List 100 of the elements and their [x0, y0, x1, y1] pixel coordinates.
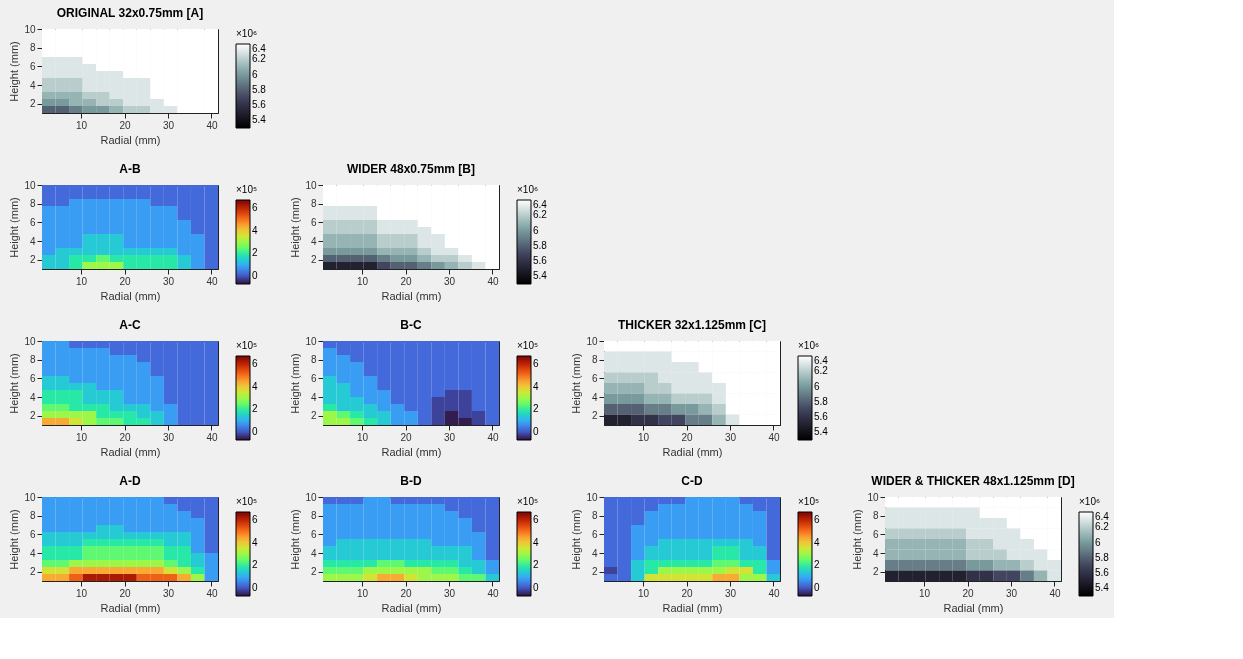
color-bar-label: 2	[252, 403, 258, 415]
x-tick-label: 20	[119, 431, 132, 443]
y-tick-label: 8	[310, 354, 317, 366]
color-bar-label: 2	[814, 559, 820, 571]
y-tick-label: 8	[591, 354, 598, 366]
y-tick-label: 6	[872, 528, 879, 540]
x-axis-title: Radial (mm)	[381, 445, 442, 458]
color-bar-label: 6	[533, 357, 539, 369]
color-bar-label: 6	[252, 201, 258, 213]
y-tick-label: 6	[29, 216, 36, 228]
y-tick-label: 2	[29, 98, 36, 110]
y-tick-label: 2	[872, 566, 879, 578]
y-tick-label: 8	[872, 510, 879, 522]
x-tick-label: 30	[443, 587, 456, 599]
x-tick-label: 30	[162, 431, 175, 443]
y-tick-label: 10	[305, 491, 317, 503]
color-bar-label: 5.6	[814, 411, 829, 423]
x-tick-label: 40	[1049, 587, 1061, 599]
y-tick-label: 2	[29, 566, 36, 578]
color-bar-label: 4	[533, 380, 539, 392]
y-tick-label: 8	[29, 42, 36, 54]
color-bar-title: ×10⁵	[236, 184, 258, 195]
chart-title: B-C	[400, 318, 422, 332]
y-tick-label: 10	[586, 335, 598, 347]
x-tick-label: 20	[119, 587, 132, 599]
color-bar-title: ×10⁵	[517, 496, 539, 507]
color-bar-title: ×10⁵	[517, 340, 539, 351]
color-bar-title: ×10⁵	[236, 496, 258, 507]
y-tick-label: 4	[29, 547, 36, 559]
x-tick-label: 10	[357, 587, 369, 599]
y-tick-label: 4	[591, 547, 598, 559]
color-bar-label: 6	[1095, 536, 1101, 548]
color-bar-title: ×10⁶	[1079, 496, 1101, 507]
chart-title: THICKER 32x1.125mm [C]	[617, 318, 767, 332]
x-tick-label: 20	[681, 431, 694, 443]
x-tick-label: 40	[206, 431, 218, 443]
color-bar-label: 6.2	[533, 209, 548, 221]
x-tick-label: 30	[1005, 587, 1018, 599]
y-tick-label: 8	[29, 510, 36, 522]
color-bar-label: 4	[252, 224, 258, 236]
y-tick-label: 8	[29, 354, 36, 366]
color-bar-label: 0	[252, 426, 258, 438]
color-bar-title: ×10⁵	[236, 340, 258, 351]
color-bar-label: 5.4	[533, 270, 548, 282]
y-tick-label: 4	[29, 235, 36, 247]
y-tick-label: 2	[29, 254, 36, 266]
y-tick-label: 2	[310, 566, 317, 578]
color-bar-label: 6.2	[1095, 521, 1110, 533]
x-axis-title: Radial (mm)	[943, 601, 1004, 614]
x-tick-label: 40	[487, 275, 499, 287]
x-tick-label: 10	[76, 587, 88, 599]
color-bar-label: 2	[252, 559, 258, 571]
color-bar-label: 6.2	[252, 53, 267, 65]
x-axis-title: Radial (mm)	[100, 601, 161, 614]
y-tick-label: 6	[29, 60, 36, 72]
color-bar-label: 6	[533, 513, 539, 525]
x-tick-label: 30	[162, 275, 175, 287]
x-tick-label: 10	[76, 119, 88, 131]
x-tick-label: 40	[206, 275, 218, 287]
y-tick-label: 8	[591, 510, 598, 522]
chart-title: A-D	[119, 474, 141, 488]
y-tick-label: 6	[310, 372, 317, 384]
y-tick-label: 10	[305, 179, 317, 191]
y-tick-label: 8	[310, 198, 317, 210]
x-axis-title: Radial (mm)	[662, 601, 723, 614]
color-bar-title: ×10⁶	[236, 28, 258, 39]
color-bar-label: 6	[533, 224, 539, 236]
chart-title: A-B	[119, 162, 141, 176]
y-tick-label: 10	[24, 335, 36, 347]
y-axis-title: Height (mm)	[289, 353, 302, 414]
x-tick-label: 20	[400, 431, 413, 443]
y-tick-label: 4	[310, 547, 317, 559]
x-tick-label: 20	[400, 275, 413, 287]
x-tick-label: 10	[357, 431, 369, 443]
x-tick-label: 40	[206, 119, 218, 131]
color-bar-label: 5.4	[252, 114, 267, 126]
y-tick-label: 10	[867, 491, 879, 503]
color-bar-label: 4	[533, 536, 539, 548]
y-axis-title: Height (mm)	[8, 41, 21, 102]
y-tick-label: 6	[29, 528, 36, 540]
x-tick-label: 20	[119, 275, 132, 287]
chart-title: C-D	[681, 474, 703, 488]
y-tick-label: 4	[872, 547, 879, 559]
y-tick-label: 2	[591, 566, 598, 578]
color-bar-label: 6	[814, 380, 820, 392]
x-tick-label: 20	[681, 587, 694, 599]
x-axis-title: Radial (mm)	[381, 601, 442, 614]
color-bar-label: 6.4	[533, 199, 548, 210]
color-bar-label: 5.4	[1095, 582, 1110, 594]
x-tick-label: 40	[206, 587, 218, 599]
x-tick-label: 10	[638, 431, 650, 443]
chart-title: WIDER 48x0.75mm [B]	[346, 162, 476, 176]
color-bar-label: 5.8	[252, 83, 267, 95]
color-bar-label: 6	[814, 513, 820, 525]
color-bar-label: 6	[252, 357, 258, 369]
x-axis-title: Radial (mm)	[100, 289, 161, 302]
y-tick-label: 10	[24, 491, 36, 503]
color-bar-label: 5.4	[814, 426, 829, 438]
color-bar-title: ×10⁶	[517, 184, 539, 195]
y-tick-label: 6	[591, 372, 598, 384]
